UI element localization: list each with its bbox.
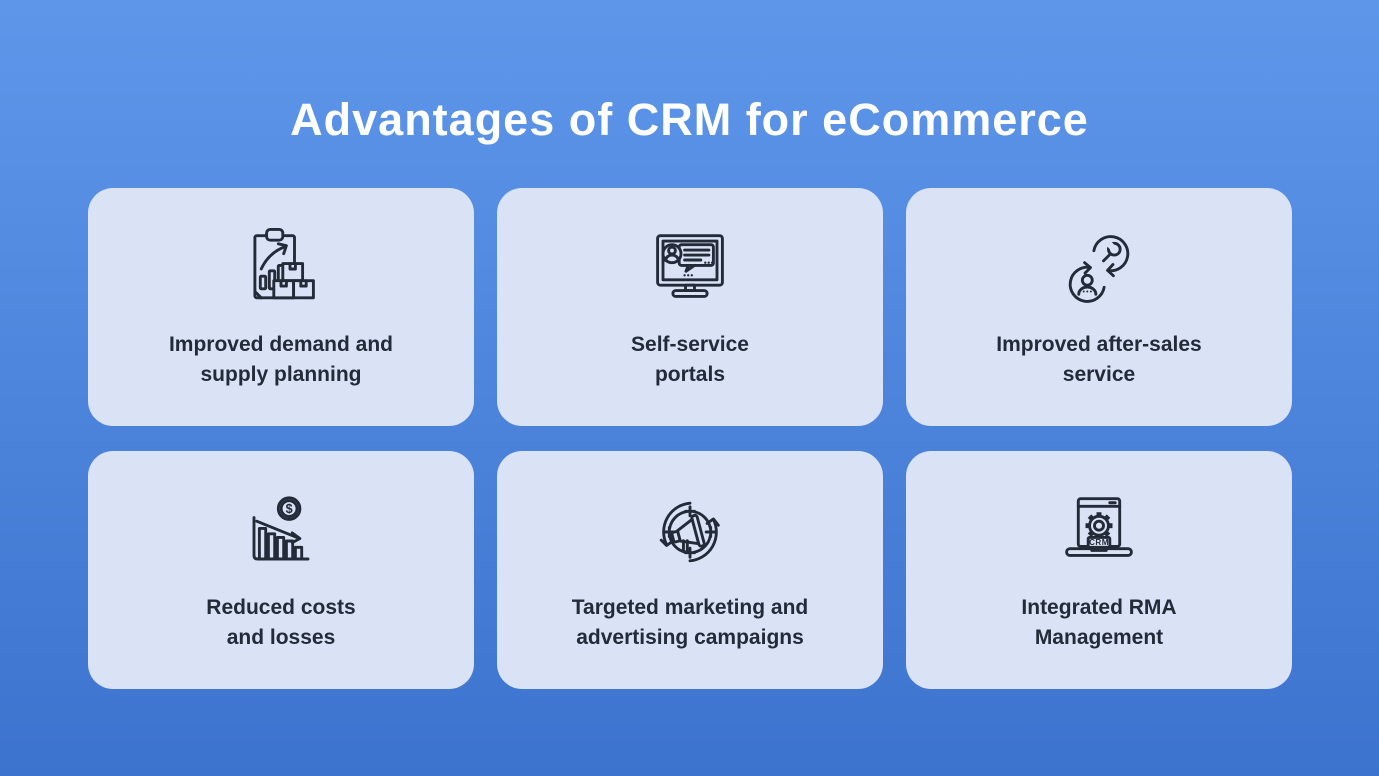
card-label: Integrated RMA Management bbox=[1021, 596, 1177, 649]
card-label: Improved after-sales service bbox=[996, 333, 1202, 386]
wrench-user-exchange-icon bbox=[1068, 235, 1130, 303]
card-improved-after-sales: Improved after-sales service bbox=[906, 188, 1292, 426]
megaphone-cycle-icon bbox=[659, 501, 720, 563]
cards-grid: Improved demand and supply planning bbox=[88, 188, 1292, 689]
card-integrated-rma: CRM Integrated RMA Management bbox=[906, 451, 1292, 689]
card-label: Improved demand and supply planning bbox=[168, 333, 394, 386]
crm-label: CRM bbox=[1089, 538, 1109, 547]
dollar-sign: $ bbox=[286, 502, 293, 516]
laptop-gear-crm-icon: CRM bbox=[1065, 497, 1133, 557]
card-targeted-marketing: Targeted marketing and advertising campa… bbox=[497, 451, 883, 689]
card-improved-demand-supply: Improved demand and supply planning bbox=[88, 188, 474, 426]
card-reduced-costs-losses: $ Reduced costs and losses bbox=[88, 451, 474, 689]
card-label: Reduced costs and losses bbox=[206, 596, 356, 649]
monitor-chat-portal-icon bbox=[656, 234, 724, 298]
declining-bars-dollar-icon: $ bbox=[252, 496, 310, 561]
page-title: Advantages of CRM for eCommerce bbox=[290, 94, 1089, 146]
clipboard-growth-chart-boxes-icon bbox=[253, 227, 315, 300]
card-label: Self-service portals bbox=[631, 333, 749, 386]
card-self-service-portals: Self-service portals bbox=[497, 188, 883, 426]
card-label: Targeted marketing and advertising campa… bbox=[571, 596, 809, 649]
